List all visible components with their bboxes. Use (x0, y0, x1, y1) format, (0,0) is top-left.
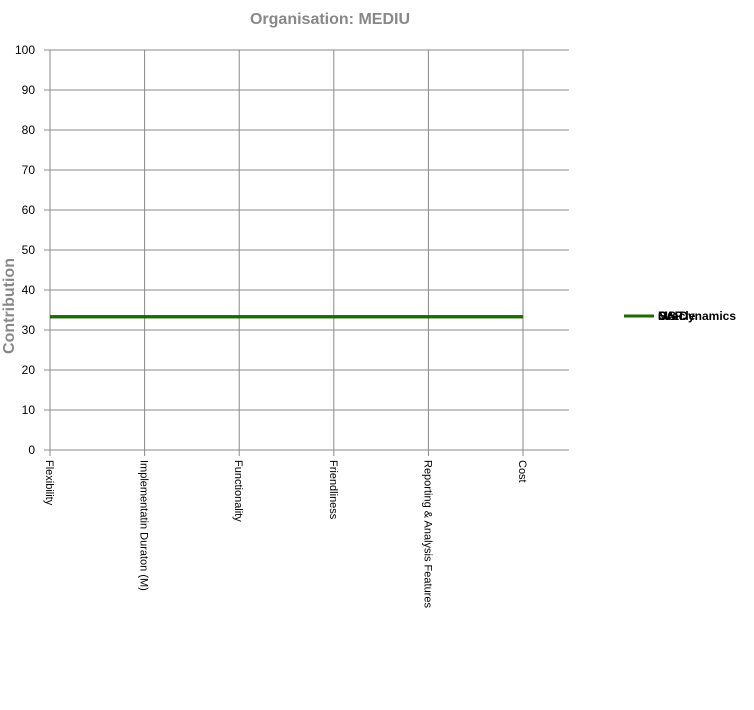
legend-label: Oracle (658, 309, 696, 323)
y-tick-label: 0 (28, 443, 35, 457)
x-tick-label: Implementatin Duraton (M) (138, 460, 150, 591)
x-tick-label: Cost (516, 460, 528, 483)
x-tick-label: Functionality (232, 460, 244, 522)
y-tick-label: 70 (22, 163, 36, 177)
y-tick-label: 90 (22, 83, 36, 97)
x-ticks: Flexibility Implementatin Duraton (M) Func… (43, 460, 528, 608)
y-tick-label: 50 (22, 243, 36, 257)
y-tick-label: 10 (22, 403, 36, 417)
y-tick-label: 100 (15, 43, 35, 57)
grid (44, 49, 569, 456)
x-tick-label: Reporting & Analysis Features (421, 460, 433, 608)
y-tick-label: 60 (22, 203, 36, 217)
legend-label: MS Dynamics (658, 309, 736, 323)
x-tick-label: Flexibility (43, 460, 55, 506)
y-tick-label: 40 (22, 283, 36, 297)
y-tick-label: 30 (22, 323, 36, 337)
legend-label: SAP (658, 309, 683, 323)
chart-title: Organisation: MEDIU (250, 11, 410, 28)
x-tick-label: Friendliness (327, 460, 339, 520)
y-ticks: 0 10 20 30 40 50 60 70 80 90 100 (15, 43, 35, 457)
y-tick-label: 80 (22, 123, 36, 137)
y-tick-label: 20 (22, 363, 36, 377)
y-axis-label: Contribution (1, 258, 18, 354)
